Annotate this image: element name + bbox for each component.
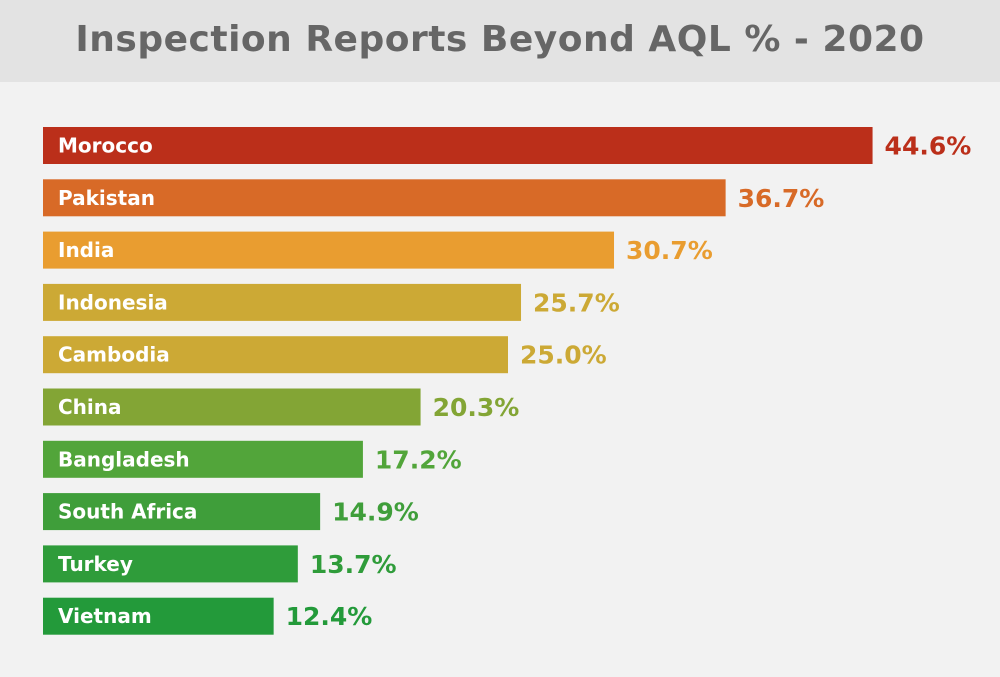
bar-china (43, 388, 421, 426)
bar-bangladesh (43, 440, 363, 478)
bar-pakistan (43, 179, 726, 217)
category-label: Morocco (58, 134, 153, 158)
category-label: Pakistan (58, 186, 155, 210)
bar-indonesia (43, 283, 522, 321)
value-label: 36.7% (738, 184, 825, 213)
value-label: 25.0% (520, 341, 607, 370)
chart-title: Inspection Reports Beyond AQL % - 2020 (75, 18, 925, 60)
category-label: India (58, 238, 114, 262)
bar-india (43, 231, 615, 269)
category-label: China (58, 395, 122, 419)
category-label: Turkey (58, 552, 133, 576)
bar-vietnam (43, 597, 274, 635)
bar-south-africa (43, 493, 321, 531)
value-label: 30.7% (626, 236, 713, 265)
value-label: 14.9% (332, 498, 419, 527)
category-label: Bangladesh (58, 447, 190, 471)
value-label: 12.4% (286, 602, 373, 631)
category-label: Vietnam (58, 604, 152, 628)
value-label: 13.7% (310, 550, 397, 579)
category-label: Cambodia (58, 343, 170, 367)
value-label: 20.3% (433, 393, 520, 422)
category-label: Indonesia (58, 290, 168, 314)
title-bar: Inspection Reports Beyond AQL % - 2020 (0, 0, 1000, 82)
bar-cambodia (43, 336, 508, 374)
category-label: South Africa (58, 500, 197, 524)
value-label: 44.6% (885, 132, 972, 161)
bar-turkey (43, 545, 298, 583)
value-label: 17.2% (375, 445, 462, 474)
value-label: 25.7% (533, 288, 620, 317)
bar-morocco (43, 127, 873, 164)
